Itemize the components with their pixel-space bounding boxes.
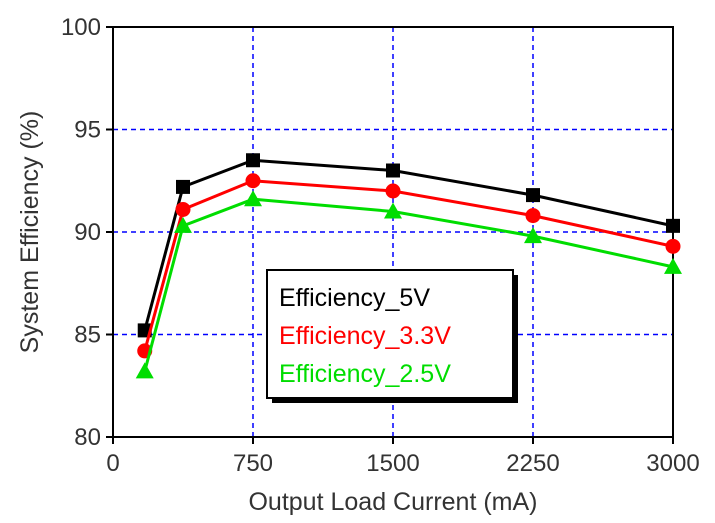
y-tick-label: 80 bbox=[74, 424, 101, 451]
series-2 bbox=[135, 190, 682, 379]
data-point bbox=[664, 257, 682, 274]
data-point bbox=[385, 183, 401, 199]
x-tick-label: 2250 bbox=[506, 450, 559, 477]
x-axis-title: Output Load Current (mA) bbox=[248, 488, 537, 516]
x-tick-label: 3000 bbox=[646, 450, 699, 477]
y-tick-label: 85 bbox=[74, 322, 101, 349]
series-line bbox=[143, 197, 674, 372]
axis-ticks: 0 750 1500 2250 3000 80 85 90 95 100 bbox=[61, 14, 700, 477]
series-1 bbox=[137, 173, 681, 359]
data-point bbox=[526, 188, 540, 203]
y-axis-title: System Efficiency (%) bbox=[16, 111, 44, 354]
x-tick-label: 0 bbox=[106, 450, 119, 477]
data-point bbox=[386, 163, 400, 178]
legend-entry: Efficiency_3.3V bbox=[279, 322, 451, 350]
data-point bbox=[525, 208, 541, 224]
data-point bbox=[244, 190, 262, 207]
data-point bbox=[135, 362, 154, 379]
data-point bbox=[384, 202, 402, 219]
x-tick-label: 750 bbox=[233, 450, 273, 477]
data-point bbox=[174, 216, 192, 233]
data-point bbox=[176, 179, 190, 194]
data-point bbox=[175, 201, 191, 217]
series-line bbox=[143, 179, 674, 352]
y-tick-label: 100 bbox=[61, 14, 101, 41]
legend-entry: Efficiency_2.5V bbox=[279, 360, 451, 388]
legend: Efficiency_5V Efficiency_3.3V Efficiency_2… bbox=[266, 269, 518, 403]
y-tick-label: 95 bbox=[74, 117, 101, 144]
data-point bbox=[665, 238, 681, 254]
data-series bbox=[135, 153, 682, 379]
y-tick-label: 90 bbox=[74, 219, 101, 246]
data-point bbox=[524, 227, 542, 244]
x-tick-label: 1500 bbox=[366, 450, 419, 477]
data-point bbox=[245, 173, 261, 189]
data-point bbox=[246, 153, 260, 168]
legend-entry: Efficiency_5V bbox=[279, 284, 430, 312]
data-point bbox=[666, 218, 680, 233]
legend-box bbox=[266, 269, 514, 399]
